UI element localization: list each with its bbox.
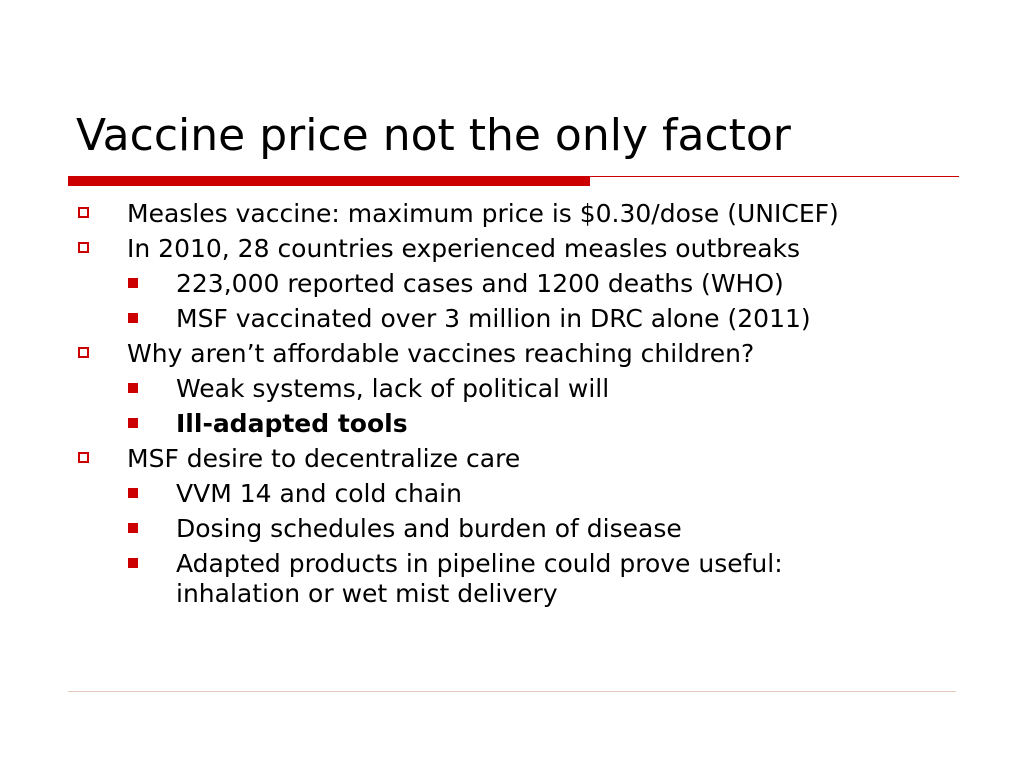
sub-bullet-text: 223,000 reported cases and 1200 deaths (… (176, 269, 784, 298)
sub-list-item: Weak systems, lack of political will (76, 374, 956, 404)
solid-square-bullet-icon (128, 523, 138, 533)
solid-square-bullet-icon (128, 383, 138, 393)
solid-square-bullet-icon (128, 558, 138, 568)
sub-list-item: Ill-adapted tools (76, 409, 956, 439)
solid-square-bullet-icon (128, 278, 138, 288)
hollow-square-bullet-icon (78, 242, 89, 253)
hollow-square-bullet-icon (78, 452, 89, 463)
sub-bullet-text-bold: Ill-adapted tools (176, 409, 408, 438)
title-underline-thick (68, 176, 590, 186)
list-item: Measles vaccine: maximum price is $0.30/… (76, 199, 956, 229)
solid-square-bullet-icon (128, 488, 138, 498)
hollow-square-bullet-icon (78, 207, 89, 218)
sub-bullet-text: Dosing schedules and burden of disease (176, 514, 682, 543)
bullet-text: In 2010, 28 countries experienced measle… (127, 234, 801, 263)
sub-bullet-text: Adapted products in pipeline could prove… (176, 549, 783, 608)
bullet-text: MSF desire to decentralize care (127, 444, 521, 473)
slide-title: Vaccine price not the only factor (76, 110, 791, 161)
bullet-text: Why aren’t affordable vaccines reaching … (127, 339, 755, 368)
sub-bullet-text: MSF vaccinated over 3 million in DRC alo… (176, 304, 811, 333)
hollow-square-bullet-icon (78, 347, 89, 358)
bullet-list: Measles vaccine: maximum price is $0.30/… (76, 199, 956, 614)
footer-divider (68, 691, 956, 692)
list-item: Why aren’t affordable vaccines reaching … (76, 339, 956, 369)
sub-list-item: 223,000 reported cases and 1200 deaths (… (76, 269, 956, 299)
solid-square-bullet-icon (128, 418, 138, 428)
bullet-text: Measles vaccine: maximum price is $0.30/… (127, 199, 839, 228)
sub-list-item: VVM 14 and cold chain (76, 479, 956, 509)
sub-list-item: Adapted products in pipeline could prove… (76, 549, 956, 609)
solid-square-bullet-icon (128, 313, 138, 323)
sub-bullet-text: VVM 14 and cold chain (176, 479, 462, 508)
list-item: MSF desire to decentralize care (76, 444, 956, 474)
sub-list-item: Dosing schedules and burden of disease (76, 514, 956, 544)
title-underline-thin (590, 176, 959, 177)
sub-list-item: MSF vaccinated over 3 million in DRC alo… (76, 304, 956, 334)
list-item: In 2010, 28 countries experienced measle… (76, 234, 956, 264)
sub-bullet-text: Weak systems, lack of political will (176, 374, 610, 403)
